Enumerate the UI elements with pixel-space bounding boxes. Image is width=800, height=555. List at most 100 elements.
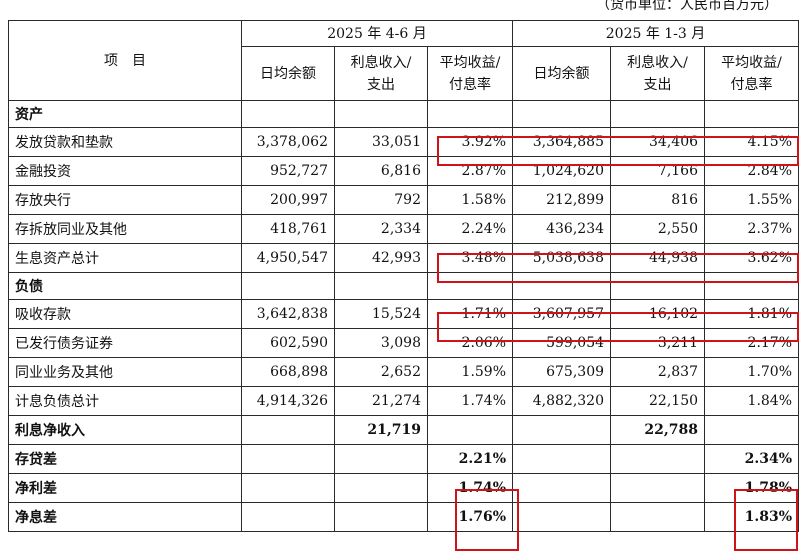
rate-value: 3.48% [426,243,514,273]
interest-value [334,473,428,503]
avg-balance-value: 4,882,320 [512,386,612,416]
empty-cell [241,502,335,532]
rate-value: 3.62% [704,243,800,273]
avg-balance-value: 3,642,838 [241,299,335,329]
interest-value: 2,550 [610,214,706,244]
interest-value: 6,816 [334,156,428,186]
interest-value: 44,938 [610,243,706,273]
interest-value: 2,334 [334,214,428,244]
rate-header-line2: 付息率 [449,76,491,93]
avg-balance-value: 418,761 [241,214,335,244]
avg-balance-value: 1,024,620 [512,156,612,186]
header-row-columns: 日均余额 利息收入/支出 平均收益/付息率 日均余额 利息收入/支出 平均收益/… [9,46,800,101]
item-header: 项 目 [8,20,242,101]
rate-value: 2.24% [426,214,514,244]
interest-value [334,444,428,474]
period-q2-header: 2025 年 4-6 月 [240,20,514,47]
empty-cell [241,444,335,474]
avg-balance-value: 212,899 [512,185,612,215]
interest-value: 15,524 [334,299,428,329]
row-label: 同业业务及其他 [8,357,242,387]
rate-header-line2: 付息率 [730,76,773,93]
avg-balance-value: 4,950,547 [241,243,335,273]
row-label: 存贷差 [8,444,242,474]
interest-value: 3,098 [334,328,428,358]
table-row: 存拆放同业及其他 418,761 2,334 2.24% 436,234 2,550 2.3… [8,214,800,244]
avg-balance-value: 4,914,326 [241,386,335,416]
interest-value: 33,051 [334,127,428,157]
row-label: 发放贷款和垫款 [8,127,242,157]
avg-balance-header: 日均余额 [241,46,335,101]
rate-value: 2.87% [426,156,514,186]
interest-header-line1: 利息收入/ [350,54,412,71]
rate-value: 1.58% [426,185,514,215]
liability-rows: 吸收存款 3,642,838 15,524 1.71% 3,607,957 16,102 1… [8,299,800,416]
asset-rows: 发放贷款和垫款 3,378,062 33,051 3.92% 3,364,885 34,4… [8,127,800,273]
row-label: 计息负债总计 [8,386,242,416]
interest-header-line1: 利息收入/ [627,54,688,71]
interest-value: 2,652 [334,357,428,387]
table-row: 净息差 1.76% 1.83% [8,502,800,532]
interest-header-line2: 支出 [643,76,672,93]
rate-value: 1.74% [426,386,514,416]
empty-cell [241,473,335,503]
interest-header: 利息收入/支出 [610,46,706,101]
empty-cell [512,473,612,503]
rate-value: 1.83% [704,502,800,532]
rate-value: 1.78% [704,473,800,503]
rate-value: 2.37% [704,214,800,244]
avg-balance-value: 3,364,885 [512,127,612,157]
section-row-assets: 资产 [8,100,800,128]
avg-balance-value: 200,997 [241,185,335,215]
table-row: 吸收存款 3,642,838 15,524 1.71% 3,607,957 16,102 1… [8,299,800,329]
avg-balance-value: 675,309 [512,357,612,387]
rate-value [704,415,800,445]
row-label: 生息资产总计 [8,243,242,273]
rate-header: 平均收益/付息率 [426,46,514,101]
interest-value: 7,166 [610,156,706,186]
interest-value [610,502,706,532]
interest-value: 792 [334,185,428,215]
interest-value [334,502,428,532]
rate-header-line1: 平均收益/ [721,54,782,71]
rate-value: 2.06% [426,328,514,358]
section-label-liabilities: 负债 [8,272,242,300]
row-label: 利息净收入 [8,415,242,445]
table-row: 净利差 1.74% 1.78% [8,473,800,503]
table-row: 已发行债务证券 602,590 3,098 2.06% 599,054 3,211 2.17… [8,328,800,358]
avg-balance-header: 日均余额 [512,46,612,101]
row-label: 存拆放同业及其他 [8,214,242,244]
rate-value: 2.84% [704,156,800,186]
rate-value: 1.59% [426,357,514,387]
rate-header-line1: 平均收益/ [439,54,501,71]
row-label: 存放央行 [8,185,242,215]
interest-value [610,444,706,474]
rate-header: 平均收益/付息率 [704,46,800,101]
empty-cell [241,415,335,445]
interest-value: 21,719 [334,415,428,445]
rate-value: 4.15% [704,127,800,157]
rate-value: 1.84% [704,386,800,416]
interest-value: 21,274 [334,386,428,416]
avg-balance-value: 5,038,638 [512,243,612,273]
rate-value: 1.81% [704,299,800,329]
row-label: 已发行债务证券 [8,328,242,358]
avg-balance-value: 599,054 [512,328,612,358]
interest-value: 34,406 [610,127,706,157]
interest-value: 22,150 [610,386,706,416]
rate-value: 2.34% [704,444,800,474]
summary-rows: 利息净收入 21,719 22,788 存贷差 2.21% 2.34% 净利差 1.74% 1.… [8,415,800,532]
row-label: 吸收存款 [8,299,242,329]
section-label-assets: 资产 [8,100,242,128]
table-row: 金融投资 952,727 6,816 2.87% 1,024,620 7,166 2.84% [8,156,800,186]
avg-balance-value: 952,727 [241,156,335,186]
row-label: 净息差 [8,502,242,532]
avg-balance-value: 436,234 [512,214,612,244]
rate-value: 1.55% [704,185,800,215]
avg-balance-value: 602,590 [241,328,335,358]
rate-value: 3.92% [426,127,514,157]
period-q1-header: 2025 年 1-3 月 [512,20,800,47]
empty-cell [512,502,612,532]
empty-cell [512,444,612,474]
rate-value: 1.71% [426,299,514,329]
